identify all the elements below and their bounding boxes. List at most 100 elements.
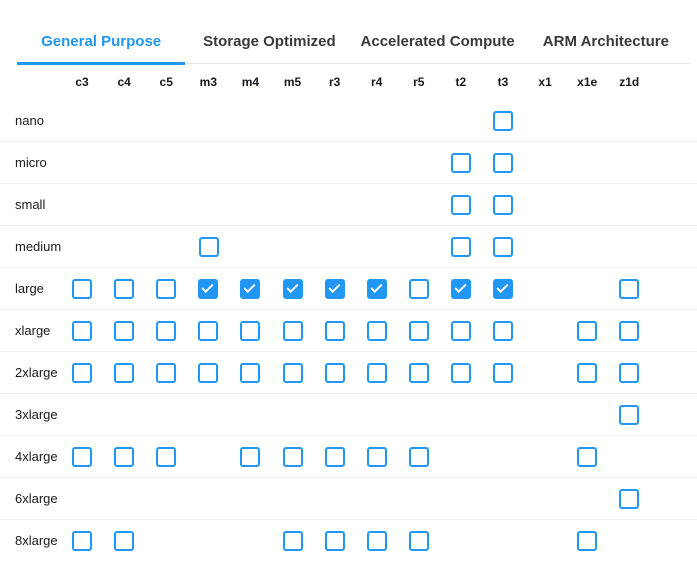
matrix-body: nano micro small medium large xlarge 2xlarge 3x… [0, 100, 697, 561]
cell-large-t2 [440, 278, 482, 299]
cell-small-t2 [440, 194, 482, 215]
cell-medium-m3 [188, 236, 230, 257]
checkbox-large-r5[interactable] [408, 278, 429, 299]
cell-large-c4 [103, 278, 145, 299]
checkbox-micro-t2[interactable] [450, 152, 471, 173]
tab-storage-optimized[interactable]: Storage Optimized [203, 33, 336, 50]
checkbox-large-r3[interactable] [324, 278, 345, 299]
row-label-micro: micro [15, 155, 47, 170]
checkbox-medium-m3[interactable] [198, 236, 219, 257]
column-header-c5: c5 [159, 75, 173, 89]
checkbox-large-c5[interactable] [156, 278, 177, 299]
cell-4xlarge-c5 [145, 446, 187, 467]
checkbox-8xlarge-m5[interactable] [282, 530, 303, 551]
checkbox-xlarge-m4[interactable] [240, 320, 261, 341]
table-row-6xlarge: 6xlarge [0, 477, 697, 519]
cell-2xlarge-m5 [271, 362, 313, 383]
checkbox-xlarge-t3[interactable] [492, 320, 513, 341]
cell-2xlarge-t2 [440, 362, 482, 383]
checkbox-8xlarge-c4[interactable] [114, 530, 135, 551]
checkbox-4xlarge-c5[interactable] [156, 446, 177, 467]
table-row-3xlarge: 3xlarge [0, 393, 697, 435]
checkbox-large-t2[interactable] [450, 278, 471, 299]
checkbox-large-m5[interactable] [282, 278, 303, 299]
cell-small-t3 [482, 194, 524, 215]
checkbox-4xlarge-m4[interactable] [240, 446, 261, 467]
checkbox-large-m4[interactable] [240, 278, 261, 299]
checkbox-2xlarge-m5[interactable] [282, 362, 303, 383]
row-label-nano: nano [15, 113, 44, 128]
checkbox-small-t2[interactable] [450, 194, 471, 215]
checkbox-xlarge-c4[interactable] [114, 320, 135, 341]
checkbox-xlarge-c5[interactable] [156, 320, 177, 341]
checkbox-4xlarge-x1e[interactable] [577, 446, 598, 467]
cell-2xlarge-z1d [608, 362, 650, 383]
checkbox-nano-t3[interactable] [492, 110, 513, 131]
cell-4xlarge-m5 [271, 446, 313, 467]
tab-accelerated-compute[interactable]: Accelerated Compute [360, 33, 515, 50]
checkbox-2xlarge-t3[interactable] [492, 362, 513, 383]
checkbox-4xlarge-c3[interactable] [72, 446, 93, 467]
cell-8xlarge-c4 [103, 530, 145, 551]
checkbox-xlarge-c3[interactable] [72, 320, 93, 341]
checkbox-4xlarge-r3[interactable] [324, 446, 345, 467]
checkbox-large-z1d[interactable] [619, 278, 640, 299]
checkbox-medium-t3[interactable] [493, 236, 514, 257]
checkbox-8xlarge-r3[interactable] [324, 530, 345, 551]
checkbox-2xlarge-r5[interactable] [408, 362, 429, 383]
checkbox-3xlarge-z1d[interactable] [619, 404, 640, 425]
checkbox-large-c4[interactable] [114, 278, 135, 299]
row-label-large: large [15, 281, 44, 296]
checkbox-8xlarge-r4[interactable] [366, 530, 387, 551]
table-row-4xlarge: 4xlarge [0, 435, 697, 477]
checkbox-2xlarge-r4[interactable] [366, 362, 387, 383]
row-label-6xlarge: 6xlarge [15, 491, 58, 506]
checkbox-large-t3[interactable] [492, 278, 513, 299]
checkbox-xlarge-r4[interactable] [366, 320, 387, 341]
checkbox-4xlarge-r5[interactable] [408, 446, 429, 467]
checkbox-8xlarge-x1e[interactable] [577, 530, 598, 551]
cell-xlarge-r5 [398, 320, 440, 341]
cell-2xlarge-r3 [314, 362, 356, 383]
checkbox-2xlarge-x1e[interactable] [577, 362, 598, 383]
checkbox-small-t3[interactable] [492, 194, 513, 215]
checkbox-medium-t2[interactable] [451, 236, 472, 257]
checkbox-xlarge-x1e[interactable] [577, 320, 598, 341]
cell-2xlarge-t3 [482, 362, 524, 383]
tab-arm-architecture[interactable]: ARM Architecture [542, 33, 669, 50]
checkbox-6xlarge-z1d[interactable] [619, 488, 640, 509]
checkbox-4xlarge-m5[interactable] [282, 446, 303, 467]
cell-large-t3 [482, 278, 524, 299]
checkbox-xlarge-z1d[interactable] [619, 320, 640, 341]
cell-4xlarge-r4 [356, 446, 398, 467]
row-label-medium: medium [15, 239, 62, 254]
checkbox-2xlarge-m4[interactable] [240, 362, 261, 383]
checkbox-xlarge-r5[interactable] [408, 320, 429, 341]
checkbox-4xlarge-c4[interactable] [114, 446, 135, 467]
checkbox-8xlarge-r5[interactable] [408, 530, 429, 551]
checkbox-2xlarge-r3[interactable] [324, 362, 345, 383]
checkbox-2xlarge-c3[interactable] [72, 362, 93, 383]
checkbox-2xlarge-m3[interactable] [198, 362, 219, 383]
tab-general-purpose[interactable]: General Purpose [17, 22, 186, 65]
cell-3xlarge-z1d [608, 404, 650, 425]
checkbox-xlarge-m3[interactable] [198, 320, 219, 341]
checkbox-large-m3[interactable] [198, 278, 219, 299]
checkbox-8xlarge-c3[interactable] [72, 530, 93, 551]
cell-2xlarge-c3 [61, 362, 103, 383]
cell-xlarge-m5 [271, 320, 313, 341]
checkbox-large-r4[interactable] [366, 278, 387, 299]
checkbox-2xlarge-z1d[interactable] [619, 362, 640, 383]
checkbox-xlarge-t2[interactable] [450, 320, 471, 341]
table-row-micro: micro [0, 141, 697, 183]
checkbox-2xlarge-c5[interactable] [156, 362, 177, 383]
column-header-row: c3 c4 c5 m3 m4 m5 r3 r4 r5 t2 t3 x1 x1e z1d [0, 64, 697, 100]
checkbox-micro-t3[interactable] [492, 152, 513, 173]
cell-6xlarge-z1d [608, 488, 650, 509]
checkbox-large-c3[interactable] [72, 278, 93, 299]
checkbox-xlarge-m5[interactable] [282, 320, 303, 341]
checkbox-2xlarge-t2[interactable] [450, 362, 471, 383]
checkbox-2xlarge-c4[interactable] [114, 362, 135, 383]
checkbox-4xlarge-r4[interactable] [366, 446, 387, 467]
checkbox-xlarge-r3[interactable] [324, 320, 345, 341]
